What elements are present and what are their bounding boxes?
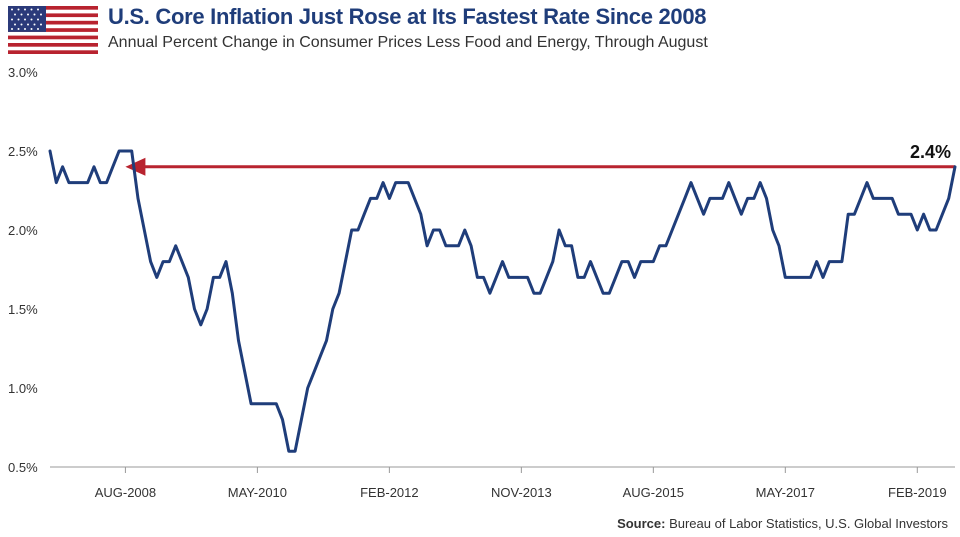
y-tick-label: 2.0% — [8, 223, 38, 238]
y-tick-label: 1.0% — [8, 381, 38, 396]
series-line — [48, 149, 957, 453]
y-tick-label: 0.5% — [8, 460, 38, 475]
annotation-arrowhead — [125, 157, 146, 176]
x-tick-label: AUG-2008 — [95, 485, 156, 500]
x-tick-label: NOV-2013 — [491, 485, 552, 500]
source-text: Bureau of Labor Statistics, U.S. Global … — [665, 516, 948, 531]
y-tick-label: 2.5% — [8, 144, 38, 159]
us-flag-icon — [8, 6, 98, 54]
x-tick-label: MAY-2017 — [756, 485, 815, 500]
chart-header: U.S. Core Inflation Just Rose at Its Fas… — [0, 0, 960, 60]
y-tick-label: 3.0% — [8, 65, 38, 80]
chart-subtitle: Annual Percent Change in Consumer Prices… — [108, 34, 708, 51]
source-label: Source: — [617, 516, 666, 531]
x-tick-label: FEB-2019 — [888, 485, 947, 500]
x-tick-label: MAY-2010 — [228, 485, 287, 500]
x-tick-label: AUG-2015 — [623, 485, 684, 500]
annotation-label: 2.4% — [910, 142, 951, 162]
x-tick-label: FEB-2012 — [360, 485, 419, 500]
y-tick-label: 1.5% — [8, 302, 38, 317]
chart-title: U.S. Core Inflation Just Rose at Its Fas… — [108, 4, 707, 29]
source-note: Source: Bureau of Labor Statistics, U.S.… — [617, 516, 948, 531]
